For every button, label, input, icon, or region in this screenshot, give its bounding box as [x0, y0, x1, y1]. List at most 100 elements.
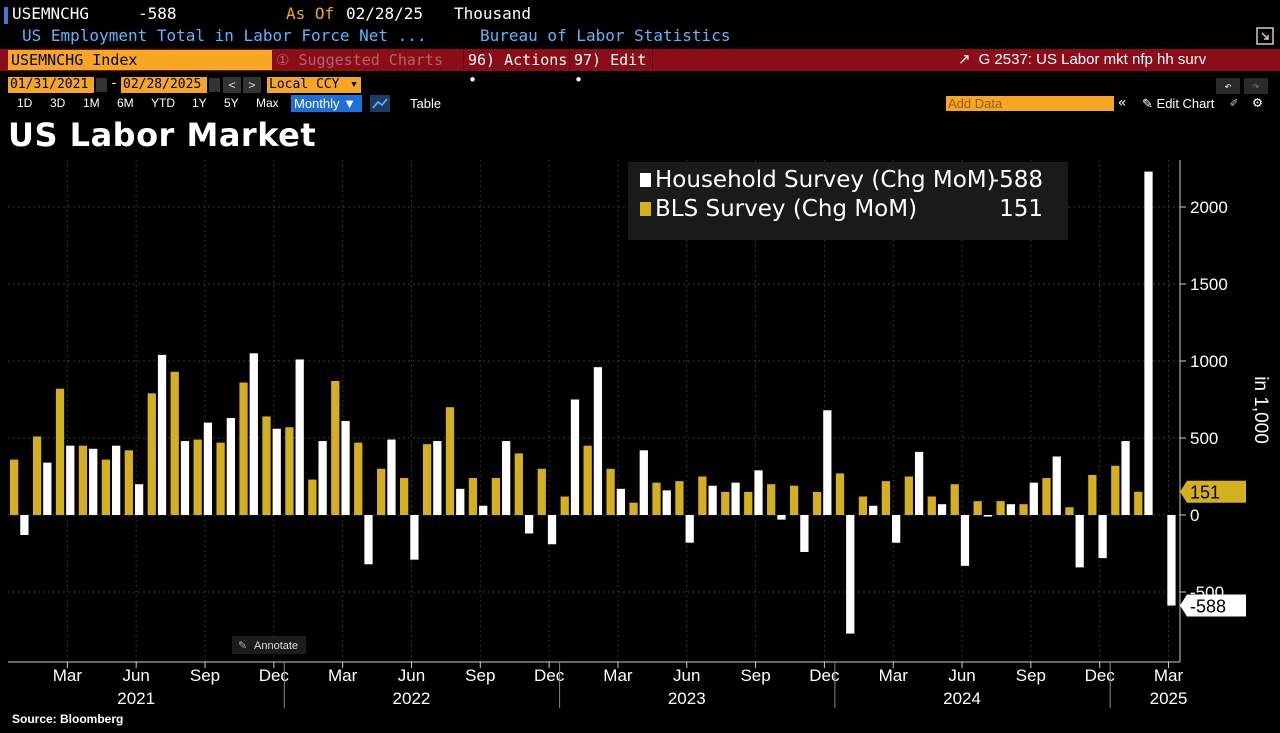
- bls-bar[interactable]: [1042, 478, 1051, 515]
- bls-bar[interactable]: [377, 468, 386, 515]
- household-bar[interactable]: [1006, 504, 1015, 515]
- household-bar[interactable]: [20, 515, 29, 536]
- bls-bar[interactable]: [835, 473, 845, 515]
- bls-bar[interactable]: [170, 371, 179, 515]
- collapse-icon[interactable]: «: [1118, 95, 1127, 111]
- household-bar[interactable]: [524, 515, 534, 534]
- household-bar[interactable]: [433, 441, 442, 515]
- expand-icon[interactable]: [1256, 27, 1274, 45]
- household-bar[interactable]: [731, 482, 740, 515]
- household-bar[interactable]: [157, 354, 167, 515]
- bls-bar[interactable]: [1088, 474, 1097, 515]
- household-bar[interactable]: [800, 515, 809, 552]
- currency-select[interactable]: Local CCY ▾: [267, 77, 361, 93]
- bls-bar[interactable]: [537, 468, 546, 515]
- bls-bar[interactable]: [514, 453, 523, 515]
- household-bar[interactable]: [662, 490, 671, 515]
- actions-menu[interactable]: 96) Actions •: [463, 50, 572, 89]
- bls-bar[interactable]: [400, 478, 409, 515]
- bls-bar[interactable]: [32, 436, 42, 515]
- household-bar[interactable]: [341, 421, 350, 515]
- bls-bar[interactable]: [812, 491, 822, 515]
- bls-bar[interactable]: [55, 388, 65, 515]
- security-description[interactable]: US Employment Total in Labor Force Net .…: [22, 26, 427, 45]
- bls-bar[interactable]: [767, 484, 776, 515]
- household-bar[interactable]: [1075, 515, 1084, 568]
- household-bar[interactable]: [295, 359, 304, 515]
- chart-reference[interactable]: ↗ G 2537: US Labor mkt nfp hh surv: [958, 50, 1206, 70]
- table-button[interactable]: Table: [410, 96, 442, 111]
- household-bar[interactable]: [616, 488, 625, 515]
- end-date-input[interactable]: 02/28/2025: [121, 77, 207, 93]
- household-bar[interactable]: [960, 515, 970, 566]
- household-bar[interactable]: [410, 515, 419, 560]
- bls-bar[interactable]: [675, 481, 684, 515]
- bls-bar[interactable]: [1065, 507, 1074, 515]
- index-field[interactable]: USEMNCHG Index: [8, 50, 272, 70]
- household-bar[interactable]: [1121, 441, 1130, 515]
- edit-chart-button[interactable]: ✎ Edit Chart: [1142, 95, 1214, 112]
- annotate-button[interactable]: [232, 636, 306, 654]
- edit-settings-icon[interactable]: ✐: [1230, 96, 1238, 111]
- bls-bar[interactable]: [422, 444, 432, 515]
- undo-icon[interactable]: ↶: [1216, 78, 1240, 94]
- household-bar[interactable]: [777, 515, 786, 520]
- chevron-left-icon[interactable]: <: [223, 77, 241, 93]
- gear-icon[interactable]: ⚙: [1253, 93, 1263, 111]
- period-1d[interactable]: 1D: [17, 96, 33, 110]
- start-date-input[interactable]: 01/31/2021: [8, 77, 94, 93]
- household-bar[interactable]: [708, 485, 717, 515]
- bls-bar[interactable]: [491, 478, 501, 515]
- household-bar[interactable]: [869, 505, 878, 515]
- bls-bar[interactable]: [698, 476, 707, 516]
- frequency-select[interactable]: Monthly ▼: [291, 95, 362, 112]
- bls-bar[interactable]: [583, 445, 592, 515]
- bls-bar[interactable]: [239, 382, 248, 515]
- household-bar[interactable]: [846, 515, 855, 634]
- household-bar[interactable]: [112, 445, 121, 515]
- bls-bar[interactable]: [927, 496, 936, 515]
- bls-bar[interactable]: [147, 393, 156, 515]
- bls-bar[interactable]: [950, 484, 959, 515]
- household-bar[interactable]: [272, 428, 281, 515]
- edit-menu[interactable]: 97) Edit •: [569, 50, 653, 89]
- household-bar[interactable]: [456, 488, 465, 515]
- bls-bar[interactable]: [881, 481, 891, 515]
- household-bar[interactable]: [364, 515, 373, 565]
- bls-bar[interactable]: [10, 459, 19, 515]
- bls-bar[interactable]: [790, 485, 799, 515]
- household-bar[interactable]: [226, 417, 235, 515]
- period-max[interactable]: Max: [256, 96, 279, 110]
- bls-bar[interactable]: [78, 445, 88, 515]
- bls-bar[interactable]: [1134, 491, 1143, 515]
- bls-bar[interactable]: [308, 479, 317, 515]
- bls-bar[interactable]: [652, 482, 661, 515]
- household-bar[interactable]: [914, 451, 924, 515]
- household-bar[interactable]: [1098, 515, 1107, 559]
- household-bar[interactable]: [479, 505, 488, 515]
- period-1y[interactable]: 1Y: [192, 96, 207, 110]
- source-organization[interactable]: Bureau of Labor Statistics: [480, 26, 731, 45]
- bls-bar[interactable]: [629, 502, 638, 515]
- household-bar[interactable]: [593, 367, 603, 515]
- bls-bar[interactable]: [468, 478, 478, 515]
- bls-bar[interactable]: [996, 501, 1005, 515]
- household-bar[interactable]: [387, 439, 396, 515]
- add-data-input[interactable]: Add Data: [946, 96, 1114, 111]
- household-bar[interactable]: [937, 504, 947, 515]
- household-bar[interactable]: [823, 410, 832, 515]
- bls-bar[interactable]: [445, 407, 455, 515]
- household-bar[interactable]: [983, 515, 993, 517]
- period-1m[interactable]: 1M: [83, 96, 100, 110]
- household-bar[interactable]: [203, 422, 213, 515]
- household-bar[interactable]: [318, 441, 327, 515]
- calendar-icon[interactable]: [209, 78, 220, 92]
- bls-bar[interactable]: [124, 450, 133, 515]
- household-bar[interactable]: [66, 445, 75, 515]
- household-bar[interactable]: [1167, 515, 1176, 606]
- period-ytd[interactable]: YTD: [151, 96, 175, 110]
- bls-bar[interactable]: [354, 442, 363, 515]
- chevron-right-icon[interactable]: >: [243, 77, 261, 93]
- bls-bar[interactable]: [973, 501, 982, 515]
